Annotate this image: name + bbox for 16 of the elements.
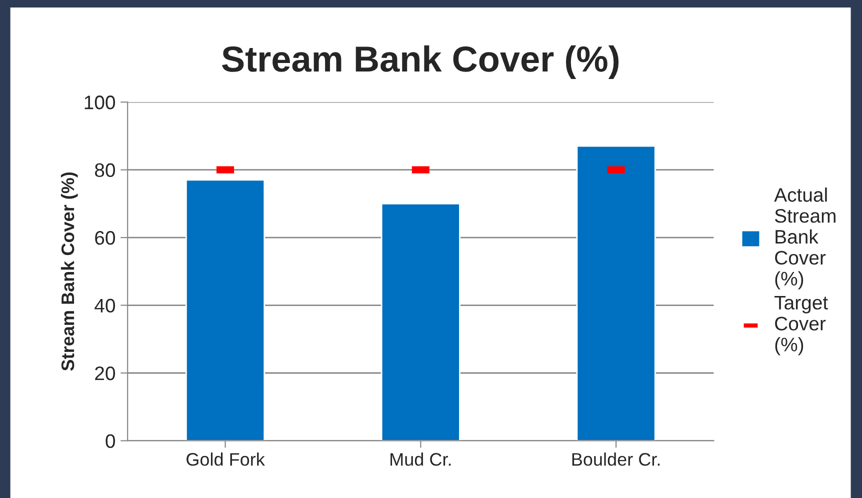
bar [185,179,266,441]
legend-label: Actual Stream Bank Cover (%) [774,188,836,290]
y-tick-label: 60 [95,231,116,245]
y-tick-label: 0 [106,434,116,448]
bar [576,145,656,441]
x-tick-label: Gold Fork [186,452,265,466]
x-tick-label: Mud Cr. [390,452,451,466]
legend-label: Target Cover (%) [774,296,828,356]
y-tick-label: 100 [84,96,116,110]
y-axis-title: Stream Bank Cover (%) [60,172,78,371]
y-tick-label: 40 [94,298,116,313]
y-tick-label: 80 [94,163,116,178]
x-tick-label: Boulder Cr. [572,452,660,466]
chart-title: Stream Bank Cover (%) [222,45,619,80]
bar [380,202,460,441]
y-tick-label: 20 [95,366,116,380]
